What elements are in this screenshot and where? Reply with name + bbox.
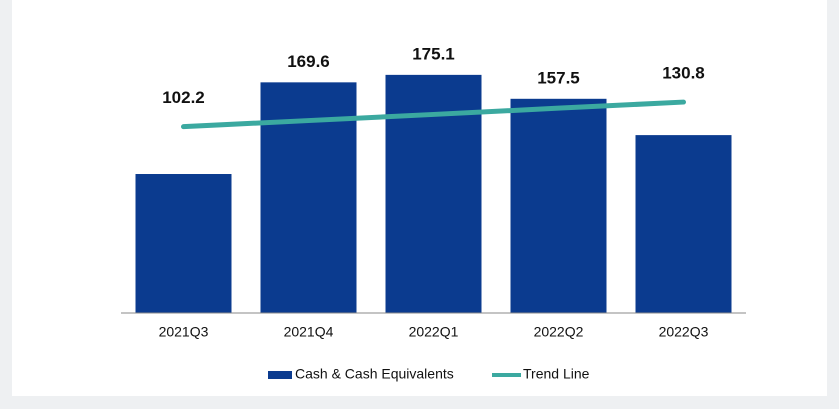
bar xyxy=(510,98,607,313)
value-label: 157.5 xyxy=(537,68,580,87)
value-label: 102.2 xyxy=(162,88,205,107)
value-label: 169.6 xyxy=(287,52,330,71)
legend-label: Cash & Cash Equivalents xyxy=(295,366,454,382)
x-tick-label: 2022Q3 xyxy=(659,324,709,340)
trend-line xyxy=(181,99,686,130)
legend-swatch xyxy=(268,371,292,379)
x-tick-label: 2022Q2 xyxy=(534,324,584,340)
x-tick-label: 2022Q1 xyxy=(409,324,459,340)
bar xyxy=(635,135,732,313)
legend-label: Trend Line xyxy=(523,366,590,382)
bar xyxy=(135,174,232,313)
value-label: 175.1 xyxy=(412,44,455,63)
x-tick-label: 2021Q4 xyxy=(284,324,334,340)
value-label: 130.8 xyxy=(662,64,705,83)
x-tick-label: 2021Q3 xyxy=(159,324,209,340)
